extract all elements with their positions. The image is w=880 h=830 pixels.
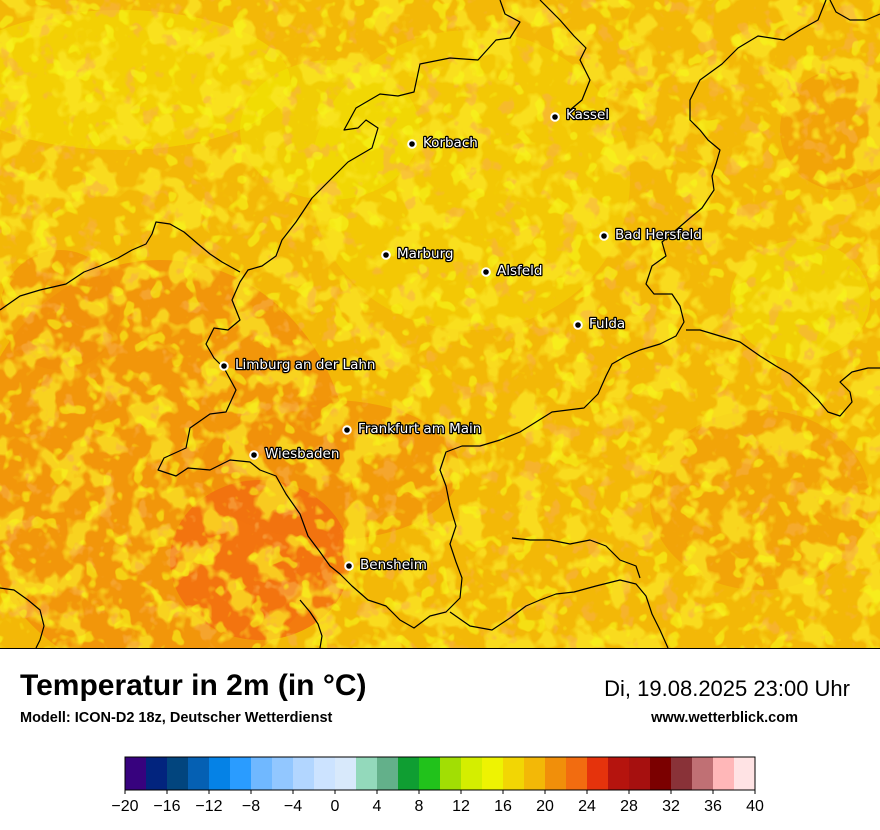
cities: Kassel Korbach Bad Hersfeld Marburg Alsf… <box>219 106 703 574</box>
city-alsfeld: Alsfeld <box>481 262 544 280</box>
legend-tick-label: 4 <box>373 798 382 815</box>
legend-swatch <box>419 757 441 790</box>
city-kassel: Kassel <box>550 106 610 124</box>
legend-swatch <box>377 757 399 790</box>
legend-swatch <box>566 757 588 790</box>
legend-swatch <box>734 757 756 790</box>
svg-text:Korbach: Korbach <box>423 135 478 151</box>
legend-tick-label: 0 <box>331 798 340 815</box>
legend-swatch <box>608 757 630 790</box>
temperature-map: Kassel Korbach Bad Hersfeld Marburg Alsf… <box>0 0 880 649</box>
svg-text:Frankfurt am Main: Frankfurt am Main <box>358 421 481 437</box>
legend-swatch <box>335 757 357 790</box>
legend-tick-label: 36 <box>704 798 722 815</box>
svg-text:Alsfeld: Alsfeld <box>497 263 542 279</box>
state-borders <box>0 0 880 648</box>
legend-tick-label: 20 <box>536 798 554 815</box>
legend-tick-label: 16 <box>494 798 512 815</box>
svg-text:Limburg an der Lahn: Limburg an der Lahn <box>235 357 375 373</box>
legend-tick-label: −4 <box>284 798 302 815</box>
legend-tick-label: −12 <box>195 798 222 815</box>
legend-swatch <box>692 757 714 790</box>
legend-swatch <box>650 757 672 790</box>
website-credit: www.wetterblick.com <box>651 710 798 726</box>
legend-frame <box>124 756 756 791</box>
legend-tick-label: 32 <box>662 798 680 815</box>
legend-swatch <box>167 757 189 790</box>
legend-tick-label: −20 <box>111 798 138 815</box>
valid-datetime: Di, 19.08.2025 23:00 Uhr <box>604 676 850 701</box>
legend-swatch <box>356 757 378 790</box>
legend-ticks: −20 −16 −12 −8 −4 0 4 8 12 16 20 24 28 32 36 40 <box>111 790 764 815</box>
city-limburg: Limburg an der Lahn <box>219 356 377 374</box>
legend-tick-label: 8 <box>415 798 424 815</box>
legend-swatch <box>146 757 168 790</box>
legend-swatches <box>125 757 756 790</box>
svg-text:Marburg: Marburg <box>397 246 453 262</box>
model-source: Modell: ICON-D2 18z, Deutscher Wetterdie… <box>20 710 333 726</box>
legend-swatch <box>482 757 504 790</box>
color-legend: −20 −16 −12 −8 −4 0 4 8 12 16 20 24 28 32 36 40 <box>100 752 780 827</box>
legend-swatch <box>125 757 147 790</box>
city-wiesbaden: Wiesbaden <box>249 445 341 463</box>
svg-text:Bensheim: Bensheim <box>360 557 427 573</box>
legend-tick-label: 12 <box>452 798 470 815</box>
legend-swatch <box>587 757 609 790</box>
city-marburg: Marburg <box>381 245 455 263</box>
legend-tick-label: 24 <box>578 798 596 815</box>
legend-swatch <box>230 757 252 790</box>
map-title: Temperatur in 2m (in °C) <box>20 669 367 702</box>
legend-tick-label: 40 <box>746 798 764 815</box>
svg-text:Kassel: Kassel <box>566 107 609 123</box>
legend-swatch <box>398 757 420 790</box>
legend-swatch <box>209 757 231 790</box>
svg-text:Wiesbaden: Wiesbaden <box>265 446 339 462</box>
legend-swatch <box>293 757 315 790</box>
city-korbach: Korbach <box>407 134 479 152</box>
legend-swatch <box>671 757 693 790</box>
city-fulda: Fulda <box>573 315 626 333</box>
legend-swatch <box>251 757 273 790</box>
legend-swatch <box>524 757 546 790</box>
legend-swatch <box>545 757 567 790</box>
city-bensheim: Bensheim <box>344 556 428 574</box>
legend-swatch <box>188 757 210 790</box>
city-frankfurt: Frankfurt am Main <box>342 420 483 438</box>
legend-swatch <box>629 757 651 790</box>
svg-text:Fulda: Fulda <box>589 316 625 332</box>
legend-swatch <box>461 757 483 790</box>
legend-swatch <box>272 757 294 790</box>
legend-swatch <box>314 757 336 790</box>
city-bad-hersfeld: Bad Hersfeld <box>599 226 703 244</box>
legend-swatch <box>503 757 525 790</box>
legend-tick-label: −8 <box>242 798 260 815</box>
legend-tick-label: −16 <box>153 798 180 815</box>
legend-swatch <box>440 757 462 790</box>
legend-tick-label: 28 <box>620 798 638 815</box>
svg-text:Bad Hersfeld: Bad Hersfeld <box>615 227 702 243</box>
legend-swatch <box>713 757 735 790</box>
